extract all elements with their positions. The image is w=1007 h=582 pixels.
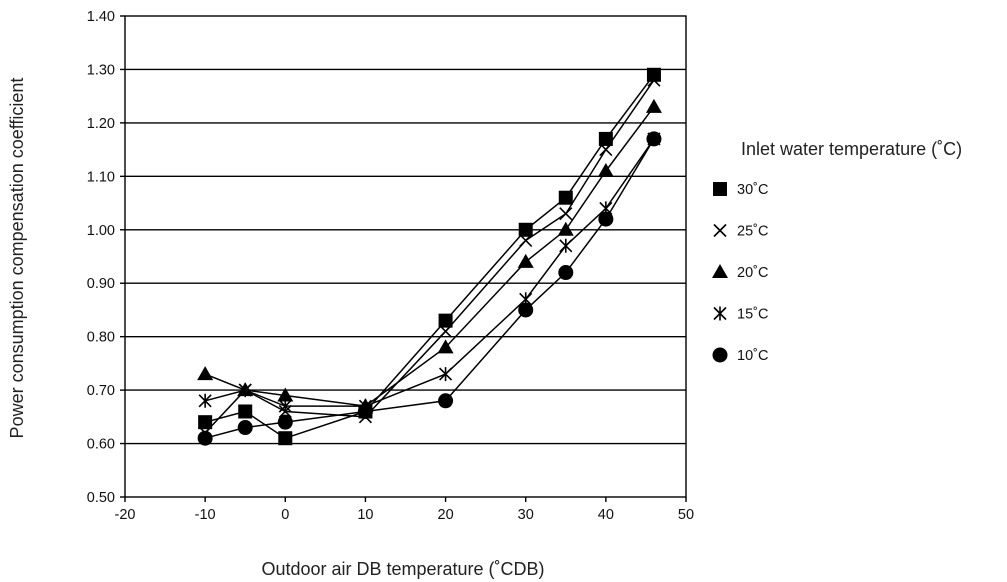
y-axis-ticks: 0.50 0.60 0.70 0.80 0.90 1.00 1.10 1.20 1.30 1.40 xyxy=(87,9,125,506)
data-point-asterisk xyxy=(238,383,252,398)
y-tick-label: 0.70 xyxy=(87,383,115,399)
legend-item: 25˚C xyxy=(713,223,768,240)
series-line xyxy=(204,106,655,407)
legend-marker-x xyxy=(713,223,727,238)
y-tick-label: 1.40 xyxy=(87,9,115,25)
legend-marker-circle xyxy=(712,347,728,363)
legend-label: 15˚C xyxy=(737,307,768,323)
legend-item: 10˚C xyxy=(712,347,768,364)
y-tick-label: 1.30 xyxy=(87,62,115,78)
legend-label: 25˚C xyxy=(737,224,768,240)
series-group xyxy=(197,67,662,446)
data-point-square xyxy=(278,431,293,446)
data-point-circle xyxy=(357,403,373,419)
data-point-square xyxy=(598,131,613,146)
legend-item: 30˚C xyxy=(713,182,768,198)
y-tick-label: 0.90 xyxy=(87,276,115,292)
series-square xyxy=(198,67,661,446)
series-circle xyxy=(197,131,662,446)
x-tick-label: 50 xyxy=(678,507,694,523)
data-point-x xyxy=(647,73,661,87)
legend-label: 20˚C xyxy=(737,265,768,281)
data-point-square xyxy=(558,190,573,205)
data-point-triangle xyxy=(197,366,214,381)
data-point-circle xyxy=(646,131,662,147)
x-axis-title: Outdoor air DB temperature (˚CDB) xyxy=(261,559,544,579)
data-point-x xyxy=(559,207,573,221)
x-tick-label: -10 xyxy=(195,507,216,523)
data-point-triangle xyxy=(437,339,454,354)
legend-marker-square xyxy=(713,182,727,196)
data-point-circle xyxy=(438,393,454,409)
y-tick-label: 0.50 xyxy=(87,490,115,506)
data-point-circle xyxy=(197,430,213,446)
data-point-triangle xyxy=(597,162,614,177)
data-point-square xyxy=(518,222,533,237)
legend-label: 30˚C xyxy=(737,182,768,198)
series-line xyxy=(204,74,655,440)
legend-item: 20˚C xyxy=(712,264,768,281)
y-tick-label: 0.80 xyxy=(87,330,115,346)
data-point-triangle xyxy=(557,221,574,236)
data-point-triangle xyxy=(517,253,534,268)
data-point-asterisk xyxy=(198,393,212,408)
data-point-circle xyxy=(558,265,574,281)
y-axis-title: Power consumption compensation coefficie… xyxy=(7,78,27,439)
data-point-asterisk xyxy=(439,367,453,382)
legend-item: 15˚C xyxy=(713,306,768,323)
data-point-square xyxy=(438,313,453,328)
series-x xyxy=(198,73,661,440)
y-tick-label: 1.00 xyxy=(87,223,115,239)
data-point-circle xyxy=(518,302,534,318)
legend-marker-triangle xyxy=(712,264,728,278)
data-point-circle xyxy=(237,420,253,436)
x-tick-label: 10 xyxy=(357,507,373,523)
x-tick-label: -20 xyxy=(115,507,136,523)
legend-marker-asterisk xyxy=(713,306,727,321)
data-point-circle xyxy=(277,414,293,430)
y-tick-label: 1.20 xyxy=(87,116,115,132)
legend-title: Inlet water temperature (˚C) xyxy=(741,139,962,159)
data-point-square xyxy=(198,415,213,430)
data-point-x xyxy=(439,324,453,338)
y-tick-label: 0.60 xyxy=(87,437,115,453)
plot-area-frame xyxy=(124,15,687,498)
x-tick-label: 40 xyxy=(598,507,614,523)
x-tick-label: 30 xyxy=(518,507,534,523)
data-point-asterisk xyxy=(559,238,573,253)
data-point-triangle xyxy=(645,98,662,113)
data-point-x xyxy=(519,233,533,248)
series-triangle xyxy=(197,98,662,413)
data-point-circle xyxy=(598,211,614,227)
y-tick-label: 1.10 xyxy=(87,169,115,185)
data-point-square xyxy=(238,404,253,419)
x-tick-label: 20 xyxy=(438,507,454,523)
data-point-asterisk xyxy=(278,399,292,414)
data-point-square xyxy=(646,67,661,82)
data-point-x xyxy=(599,143,613,157)
legend: 30˚C 25˚C 20˚C 15˚C 10˚C xyxy=(712,182,768,364)
x-axis-ticks: -20 -10 0 10 20 30 40 50 xyxy=(115,497,694,523)
x-tick-label: 0 xyxy=(281,507,289,523)
data-point-triangle xyxy=(277,387,294,402)
legend-label: 10˚C xyxy=(737,348,768,364)
grid-lines xyxy=(125,68,686,445)
